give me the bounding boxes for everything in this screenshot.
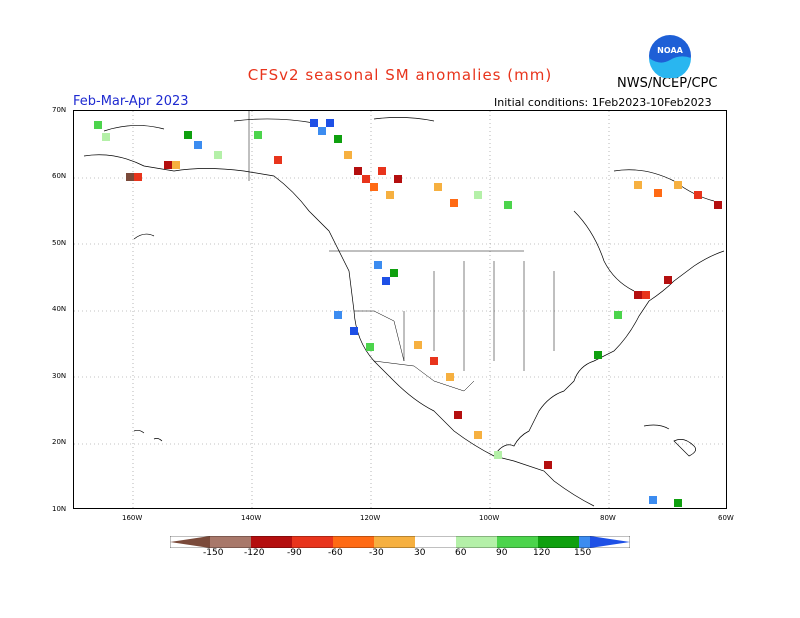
colorbar-arrow-left bbox=[170, 536, 210, 548]
lon-label-60w: 60W bbox=[718, 514, 734, 522]
lat-label-60n: 60N bbox=[52, 172, 67, 180]
lat-label-30n: 30N bbox=[52, 372, 67, 380]
agency-label: NWS/NCEP/CPC bbox=[617, 76, 718, 91]
colorbar-label-4: -60 bbox=[328, 548, 343, 558]
map-canvas bbox=[74, 111, 726, 508]
lon-label-160w: 160W bbox=[122, 514, 143, 522]
colorbar-label-7: 60 bbox=[455, 548, 467, 558]
political-borders bbox=[248, 111, 555, 392]
lon-label-80w: 80W bbox=[600, 514, 616, 522]
colorbar-label-1: -150 bbox=[203, 548, 224, 558]
initial-conditions-label: Initial conditions: 1Feb2023-10Feb2023 bbox=[494, 96, 712, 109]
lon-label-140w: 140W bbox=[241, 514, 262, 522]
colorbar-label-2: -120 bbox=[244, 548, 265, 558]
colorbar-arrow-right bbox=[590, 536, 630, 548]
lon-label-120w: 120W bbox=[360, 514, 381, 522]
period-label: Feb-Mar-Apr 2023 bbox=[73, 94, 189, 109]
colorbar-label-6: 30 bbox=[414, 548, 426, 558]
lat-label-20n: 20N bbox=[52, 438, 67, 446]
lat-label-40n: 40N bbox=[52, 305, 67, 313]
map-title: CFSv2 seasonal SM anomalies (mm) bbox=[247, 66, 553, 84]
coastlines bbox=[83, 117, 725, 507]
colorbar-label-5: -30 bbox=[369, 548, 384, 558]
colorbar-label-10: 150 bbox=[574, 548, 592, 558]
anomaly-cells bbox=[94, 119, 722, 507]
colorbar-label-3: -90 bbox=[287, 548, 302, 558]
colorbar-label-8: 90 bbox=[496, 548, 508, 558]
noaa-logo-icon: NOAA bbox=[649, 35, 691, 78]
lat-label-10n: 10N bbox=[52, 505, 67, 513]
colorbar-label-9: 120 bbox=[533, 548, 551, 558]
logo-text: NOAA bbox=[657, 46, 683, 55]
lat-label-70n: 70N bbox=[52, 106, 67, 114]
lon-label-100w: 100W bbox=[479, 514, 500, 522]
lat-label-50n: 50N bbox=[52, 239, 67, 247]
anomaly-map bbox=[73, 110, 727, 509]
colorbar bbox=[170, 536, 630, 548]
